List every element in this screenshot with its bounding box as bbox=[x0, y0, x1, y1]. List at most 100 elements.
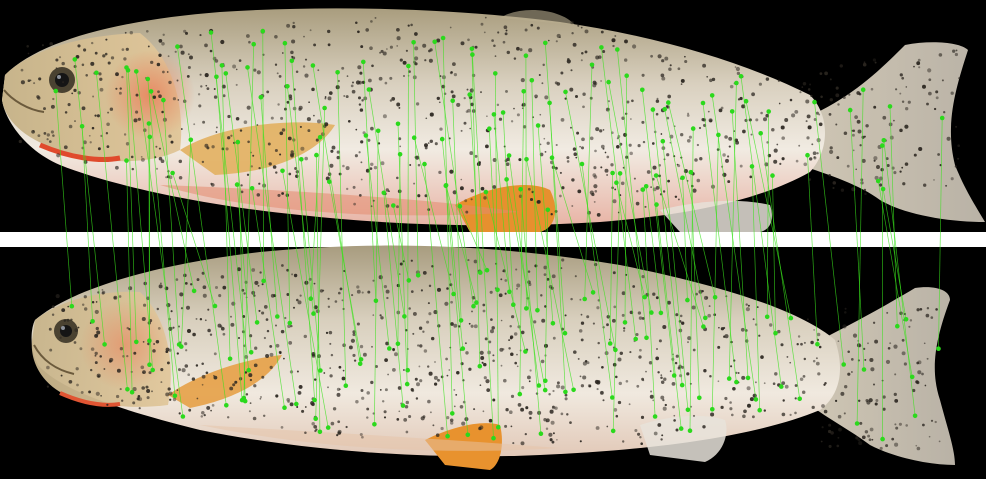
fish-spot bbox=[227, 136, 231, 140]
fish-spot bbox=[524, 432, 527, 436]
fish-spot bbox=[27, 52, 30, 55]
fish-spot bbox=[446, 374, 449, 377]
fish-spot bbox=[274, 35, 278, 39]
match-line bbox=[728, 82, 737, 379]
match-line bbox=[849, 110, 865, 370]
fish-spot bbox=[220, 39, 225, 45]
keypoint bbox=[484, 267, 490, 273]
fish-spot bbox=[327, 29, 331, 34]
keypoint bbox=[458, 318, 464, 323]
fish-spot bbox=[133, 351, 137, 355]
fish-spot bbox=[294, 167, 298, 170]
match-line bbox=[383, 192, 404, 406]
fish-spot bbox=[493, 44, 496, 47]
fish-spot bbox=[176, 389, 179, 391]
fish-spot bbox=[604, 168, 609, 173]
fish-spot bbox=[935, 96, 939, 100]
fish-spot bbox=[681, 321, 685, 325]
fish-spot bbox=[500, 278, 503, 281]
keypoint bbox=[563, 389, 568, 395]
fish-spot bbox=[336, 387, 341, 392]
fish-spot bbox=[727, 180, 731, 184]
fish-spot bbox=[895, 88, 898, 91]
keypoint bbox=[547, 100, 552, 106]
fish-spot bbox=[373, 165, 378, 170]
fish-spot bbox=[370, 380, 374, 385]
fish-spot bbox=[528, 380, 531, 383]
fish-spot bbox=[417, 194, 421, 198]
fish-spot bbox=[564, 397, 568, 401]
fish-spot bbox=[217, 323, 222, 328]
fish-spot bbox=[327, 305, 331, 308]
fish-spot bbox=[843, 131, 848, 136]
match-line bbox=[287, 86, 314, 314]
fish-spot bbox=[287, 400, 290, 403]
fish-spot bbox=[691, 305, 696, 310]
fish-spot bbox=[848, 93, 851, 96]
keypoint bbox=[387, 346, 392, 351]
fish-spot bbox=[96, 114, 100, 118]
keypoint bbox=[710, 407, 715, 412]
fish-spot bbox=[196, 278, 200, 282]
fish-spot bbox=[781, 157, 785, 161]
fish-spot bbox=[168, 134, 172, 138]
fish-spot bbox=[552, 336, 556, 340]
fish-spot bbox=[232, 383, 236, 387]
fish-spot bbox=[601, 365, 604, 369]
fish-spot bbox=[286, 268, 289, 272]
fish-spot bbox=[46, 385, 49, 388]
fish-spot bbox=[692, 348, 696, 352]
fish-spot bbox=[850, 358, 854, 361]
fish-spot bbox=[149, 319, 153, 323]
fish-spot bbox=[663, 377, 667, 381]
fish-spot bbox=[772, 382, 776, 386]
fish-spot bbox=[229, 386, 234, 391]
fish-spot bbox=[815, 357, 818, 360]
fish-spot bbox=[855, 436, 859, 440]
keypoint bbox=[640, 187, 646, 192]
fish-spot bbox=[543, 273, 547, 276]
fish-spot bbox=[807, 125, 812, 130]
fish-spot bbox=[639, 348, 642, 352]
fish-spot bbox=[735, 140, 740, 145]
keypoint bbox=[72, 57, 78, 62]
fish-spot bbox=[341, 66, 345, 70]
fish-spot bbox=[348, 345, 353, 350]
fish-spot bbox=[453, 388, 456, 391]
fish-spot bbox=[115, 394, 120, 399]
fish-spot bbox=[555, 40, 558, 43]
fish-spot bbox=[671, 382, 676, 386]
fish-spot bbox=[371, 64, 374, 68]
fish-spot bbox=[548, 393, 551, 396]
fish-spot bbox=[260, 396, 262, 398]
fish-spot bbox=[369, 167, 373, 170]
fish-spot bbox=[593, 200, 596, 203]
fish-spot bbox=[549, 409, 554, 414]
match-line bbox=[616, 49, 647, 338]
keypoint bbox=[146, 121, 152, 126]
fish-spot bbox=[592, 322, 595, 325]
keypoint bbox=[660, 138, 666, 144]
fish-spot bbox=[594, 190, 598, 193]
fish-spot bbox=[794, 397, 797, 400]
fish-spot bbox=[418, 326, 423, 330]
keypoint bbox=[703, 315, 708, 321]
fish-spot bbox=[440, 426, 444, 431]
fish-spot bbox=[453, 405, 456, 408]
fish-spot bbox=[927, 68, 932, 73]
fish-spot bbox=[873, 159, 876, 162]
fish-spot bbox=[470, 324, 474, 328]
fish-spot bbox=[94, 114, 97, 117]
fish-spot bbox=[55, 294, 60, 299]
fish-spot bbox=[357, 30, 360, 33]
match-line bbox=[442, 37, 453, 414]
fish-spot bbox=[204, 43, 208, 48]
fish-spot bbox=[840, 391, 845, 396]
fish-spot bbox=[584, 29, 589, 34]
fish-spot bbox=[303, 334, 308, 339]
fish-spot bbox=[725, 158, 729, 163]
match-line bbox=[392, 205, 410, 281]
fish-spot bbox=[513, 107, 515, 110]
fish-spot bbox=[299, 294, 302, 297]
fish-spot bbox=[220, 275, 225, 279]
